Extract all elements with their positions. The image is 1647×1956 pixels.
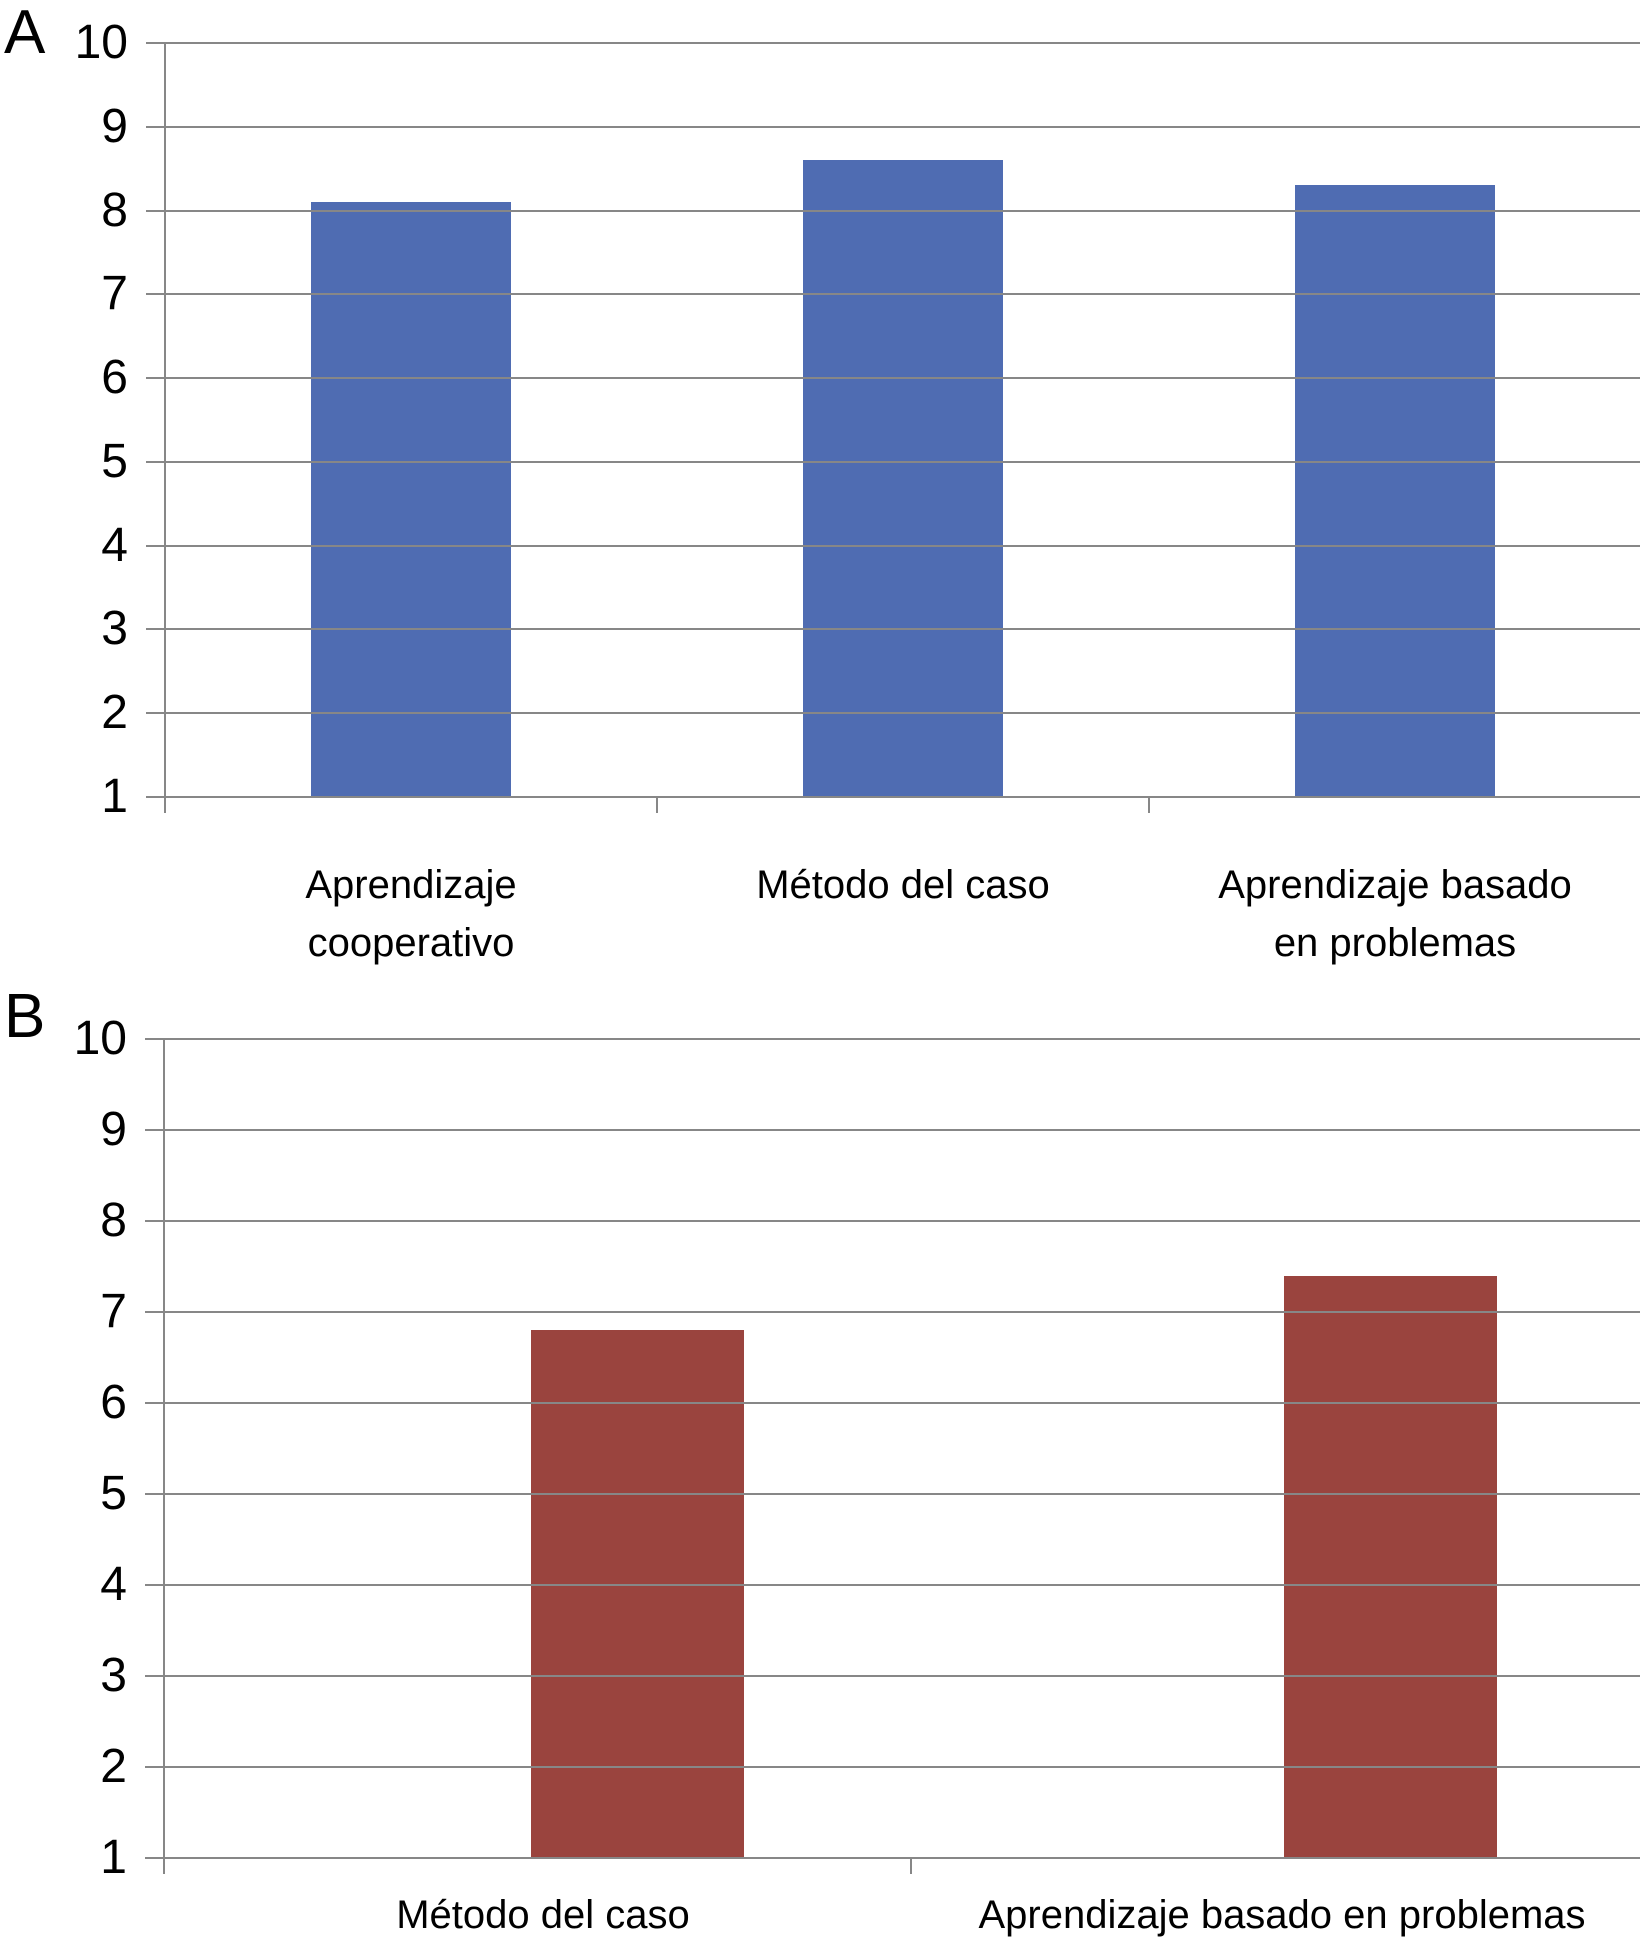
y-tick-label: 5: [100, 1467, 127, 1520]
y-tick: [145, 1402, 163, 1404]
category-label: Método del caso: [396, 1893, 690, 1937]
gridline: [164, 796, 1640, 798]
y-tick: [146, 209, 164, 212]
y-axis-line: [164, 43, 166, 813]
y-tick-label: 5: [101, 434, 128, 488]
y-tick-label: 10: [74, 16, 128, 69]
y-tick-label: 7: [100, 1285, 127, 1338]
gridline: [164, 209, 1640, 212]
y-tick: [146, 125, 164, 128]
y-tick: [146, 42, 164, 44]
gridline: [164, 460, 1640, 463]
y-tick: [146, 544, 164, 547]
gridline: [164, 125, 1640, 128]
y-tick-label: 6: [101, 351, 128, 405]
y-tick-label: 8: [100, 1194, 127, 1247]
y-tick-label: 4: [101, 518, 128, 572]
gridline: [164, 544, 1640, 547]
y-tick: [145, 1311, 163, 1313]
y-tick-label: 4: [100, 1558, 127, 1611]
y-tick-label: 2: [101, 686, 128, 740]
gridline: [163, 1766, 1640, 1768]
y-tick: [145, 1584, 163, 1586]
bar-a-3: [1295, 185, 1495, 797]
gridline: [164, 377, 1640, 380]
category-boundary-tick: [910, 1858, 912, 1874]
panel-a-label: A: [4, 0, 46, 67]
y-tick: [145, 1857, 163, 1859]
y-tick-label: 7: [101, 267, 128, 321]
y-tick: [145, 1038, 163, 1040]
bar-a-2: [803, 160, 1003, 797]
bar-b-2: [1283, 1275, 1497, 1858]
gridline: [163, 1220, 1640, 1222]
gridline: [163, 1493, 1640, 1495]
gridline: [164, 628, 1640, 631]
gridline: [164, 42, 1640, 44]
y-tick: [145, 1766, 163, 1768]
y-tick: [146, 460, 164, 463]
category-label: Aprendizaje basado en problemas: [1218, 863, 1572, 965]
gridline: [164, 712, 1640, 715]
y-tick: [145, 1493, 163, 1495]
y-tick: [146, 293, 164, 296]
y-tick-label: 9: [100, 1103, 127, 1156]
y-tick: [145, 1220, 163, 1222]
y-tick-label: 1: [101, 770, 128, 823]
gridline: [163, 1311, 1640, 1313]
y-tick-label: 1: [100, 1831, 127, 1884]
y-tick: [146, 628, 164, 631]
y-tick: [146, 712, 164, 715]
gridline: [163, 1129, 1640, 1131]
bar-a-1: [311, 202, 511, 797]
panel-b-label: B: [4, 982, 46, 1051]
y-tick-label: 2: [100, 1740, 127, 1793]
gridline: [163, 1675, 1640, 1677]
y-tick-label: 8: [101, 183, 128, 237]
y-tick-label: 10: [73, 1012, 127, 1065]
y-tick-label: 3: [101, 602, 128, 656]
category-label: Aprendizaje basado en problemas: [978, 1893, 1586, 1937]
y-tick: [146, 796, 164, 798]
gridline: [163, 1584, 1640, 1586]
gridline: [163, 1402, 1640, 1404]
gridline: [164, 293, 1640, 296]
category-label: Aprendizaje cooperativo: [305, 863, 517, 965]
y-tick-label: 9: [101, 99, 128, 153]
category-label: Método del caso: [756, 863, 1050, 907]
gridline: [163, 1038, 1640, 1040]
y-tick: [145, 1675, 163, 1677]
category-boundary-tick: [1148, 797, 1150, 813]
y-tick-label: 6: [100, 1376, 127, 1429]
y-axis-line: [163, 1039, 165, 1874]
bar-b-1: [530, 1330, 744, 1858]
category-boundary-tick: [656, 797, 658, 813]
y-tick: [145, 1129, 163, 1131]
y-tick: [146, 377, 164, 380]
y-tick-label: 3: [100, 1649, 127, 1702]
gridline: [163, 1857, 1640, 1859]
